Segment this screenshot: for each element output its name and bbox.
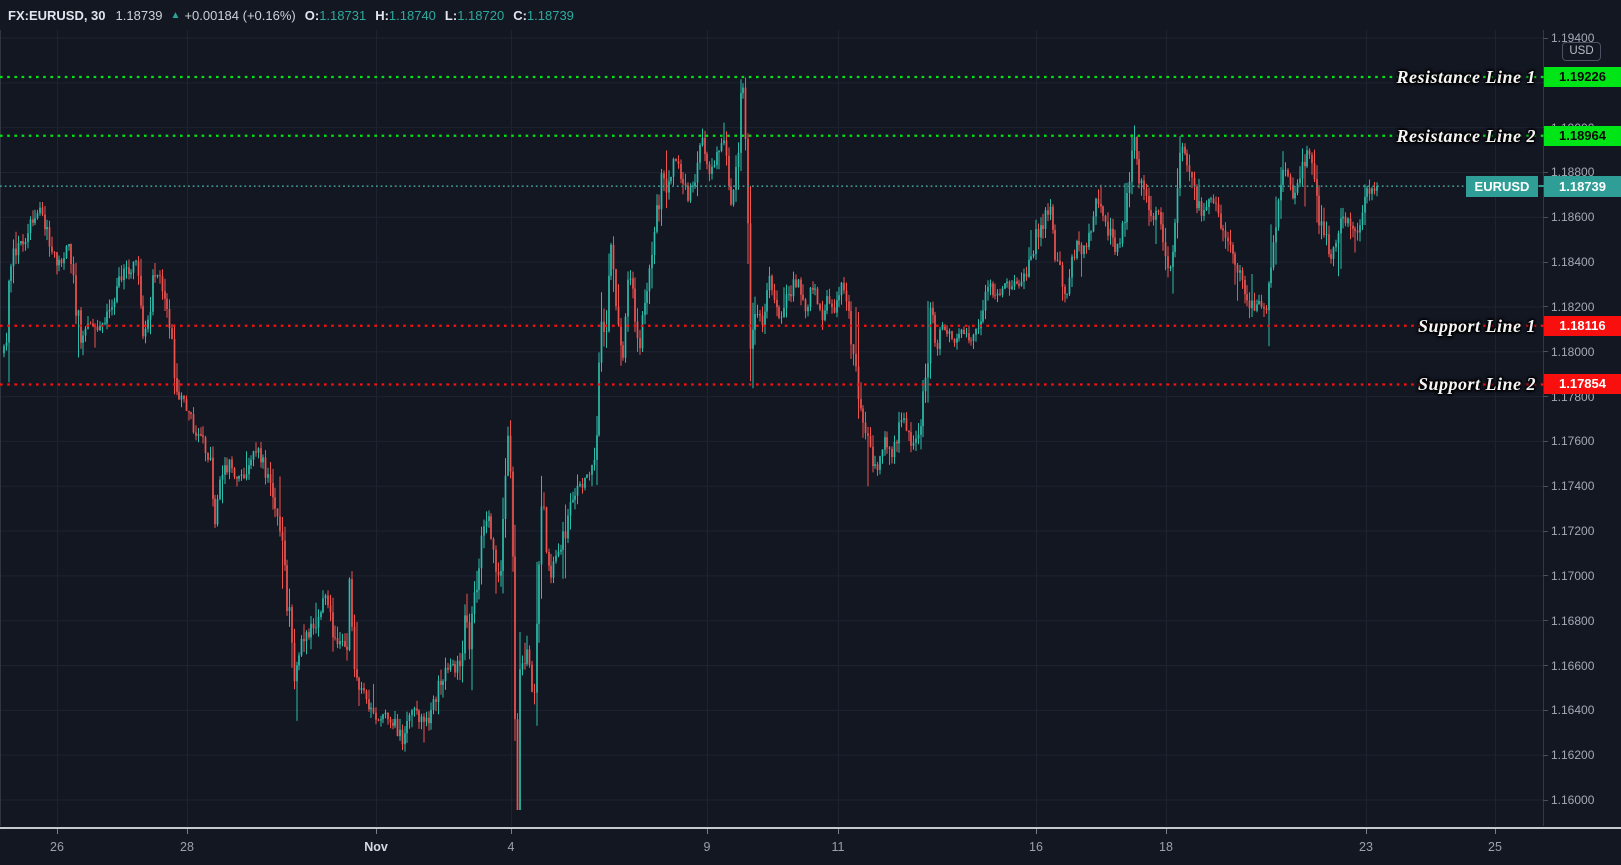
high-value: H:1.18740 — [375, 7, 436, 23]
resistance-line-2-label[interactable]: Resistance Line 2 — [1396, 125, 1536, 146]
time-tick-mark — [1495, 829, 1496, 834]
resistance-line-1-price-tag: 1.19226 — [1544, 66, 1621, 87]
price-tick-mark — [1543, 575, 1548, 577]
symbol-title[interactable]: FX:EURUSD, 30 — [8, 7, 106, 23]
price-tick-label: 1.16600 — [1551, 658, 1595, 673]
price-tick-mark — [1543, 799, 1548, 801]
price-tick-label: 1.17400 — [1551, 479, 1595, 494]
price-tick-mark — [1543, 754, 1548, 756]
price-tick-label: 1.17000 — [1551, 568, 1595, 583]
price-tick-label: 1.16800 — [1551, 613, 1595, 628]
close-value: C:1.18739 — [513, 7, 574, 23]
price-tick-mark — [1543, 440, 1548, 442]
time-tick-label: 28 — [180, 840, 194, 854]
resistance-line-2-price-tag: 1.18964 — [1544, 125, 1621, 146]
price-tick-mark — [1543, 261, 1548, 263]
price-change: +0.00184 (+0.16%) — [184, 7, 296, 23]
time-tick-mark — [1166, 829, 1167, 834]
price-tick-label: 1.16400 — [1551, 703, 1595, 718]
price-tick-label: 1.17600 — [1551, 434, 1595, 449]
price-tick-mark — [1543, 171, 1548, 173]
time-axis-separator — [0, 827, 1621, 829]
time-tick-mark — [1036, 829, 1037, 834]
price-tick-mark — [1543, 665, 1548, 667]
price-tick-mark — [1543, 37, 1548, 39]
time-tick-mark — [187, 829, 188, 834]
low-value: L:1.18720 — [444, 7, 505, 23]
time-tick-mark — [1366, 829, 1367, 834]
price-tick-mark — [1543, 216, 1548, 218]
time-tick-label: 26 — [50, 840, 64, 854]
price-tick-label: 1.19400 — [1551, 31, 1595, 45]
time-tick-mark — [511, 829, 512, 834]
price-tick-label: 1.16200 — [1551, 748, 1595, 763]
time-tick-label: 25 — [1488, 840, 1502, 854]
price-tick-mark — [1543, 709, 1548, 711]
price-tick-mark — [1543, 485, 1548, 487]
price-tick-mark — [1543, 530, 1548, 532]
price-tick-label: 1.16000 — [1551, 793, 1595, 807]
time-tick-mark — [838, 829, 839, 834]
current-price-dash — [1539, 185, 1545, 188]
price-tick-mark — [1543, 396, 1548, 398]
currency-badge: USD — [1562, 42, 1601, 61]
time-tick-label: 4 — [507, 840, 515, 854]
support-line-1-label[interactable]: Support Line 1 — [1417, 315, 1536, 336]
time-tick-mark — [707, 829, 708, 834]
price-tick-label: 1.18200 — [1551, 299, 1595, 314]
support-line-2-label[interactable]: Support Line 2 — [1417, 374, 1536, 395]
price-tick-label: 1.18400 — [1551, 255, 1595, 270]
price-tick-mark — [1543, 620, 1548, 622]
open-value: O:1.18731 — [304, 7, 367, 23]
time-tick-label: 9 — [703, 840, 711, 854]
header-last-price: 1.18739 — [115, 7, 163, 23]
time-tick-label: 18 — [1159, 840, 1173, 854]
current-price-tag: 1.18739 — [1544, 175, 1621, 197]
time-tick-mark — [57, 829, 58, 834]
time-tick-label: Nov — [364, 840, 388, 854]
resistance-line-1-label[interactable]: Resistance Line 1 — [1396, 66, 1536, 87]
price-tick-mark — [1543, 306, 1548, 308]
price-tick-label: 1.17200 — [1551, 524, 1595, 539]
up-triangle-icon: ▲ — [170, 9, 181, 21]
time-tick-mark — [376, 829, 377, 834]
current-symbol-tag: EURUSD — [1466, 175, 1538, 197]
support-line-2-price-tag: 1.17854 — [1544, 374, 1621, 395]
time-tick-label: 23 — [1359, 840, 1373, 854]
time-tick-label: 11 — [831, 840, 845, 854]
price-tick-label: 1.18000 — [1551, 344, 1595, 359]
price-tick-label: 1.18600 — [1551, 210, 1595, 225]
symbol-header: FX:EURUSD, 30 1.18739 ▲ +0.00184 (+0.16%… — [8, 5, 574, 25]
support-line-1-price-tag: 1.18116 — [1544, 315, 1621, 336]
time-tick-label: 16 — [1029, 840, 1043, 854]
price-tick-mark — [1543, 351, 1548, 353]
